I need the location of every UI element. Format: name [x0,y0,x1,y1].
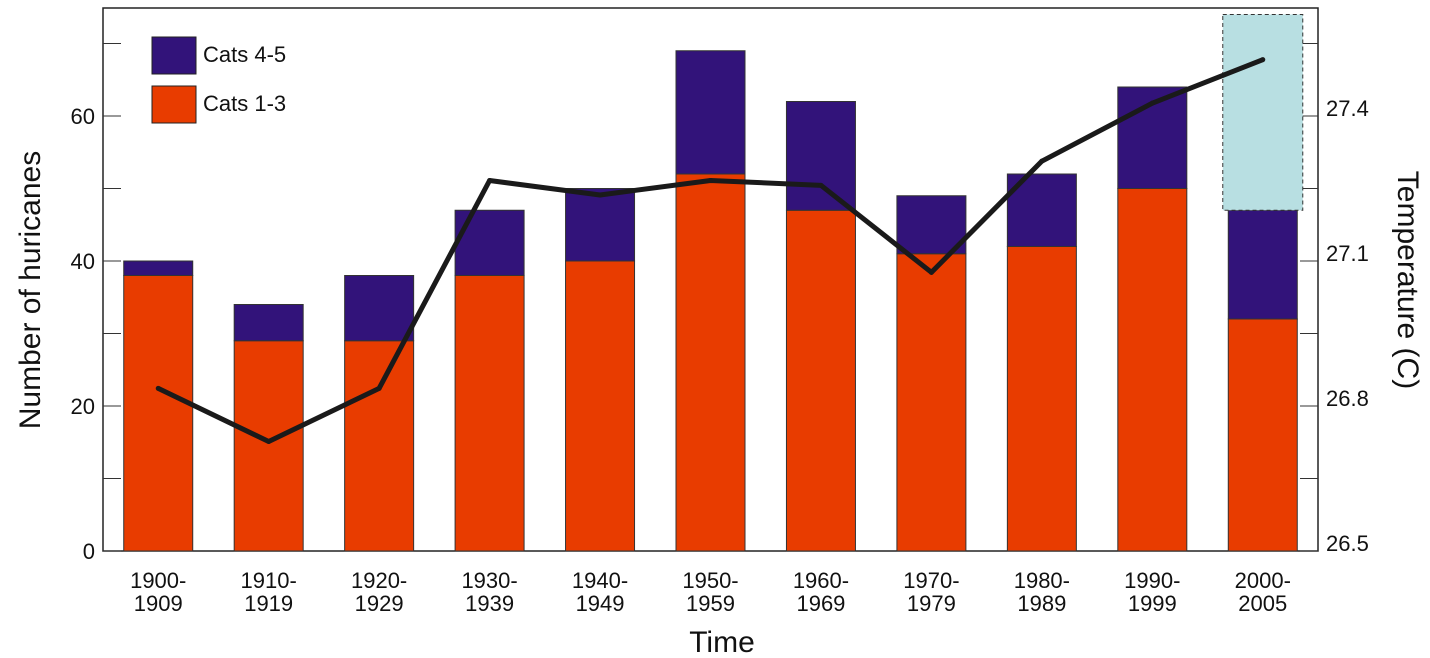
x-tick-label: 1930-1939 [461,568,517,616]
temperature-line-group [155,57,1266,445]
x-axis-title: Time [689,626,755,658]
bar-cats-4-5 [233,304,304,342]
bar-cats-4-5 [675,50,746,175]
y-tick-label: 20 [71,394,95,419]
x-tick-label: 1990-1999 [1124,568,1180,616]
y-axis-left-ticks: 0 20 40 60 [71,104,95,564]
bar-cats-4-5 [454,209,525,276]
bar-cats-1-3 [785,209,856,552]
x-tick-label: 2000-2005 [1235,568,1291,616]
bar-cats-1-3 [123,275,194,552]
y-axis-title: Number of huricanes [14,151,47,429]
x-tick-label: 1940-1949 [572,568,628,616]
temperature-point [1260,57,1266,63]
x-tick-label: 1950-1959 [682,568,738,616]
projection-box [1222,14,1304,211]
y2-axis-title: Temperature (C) [1391,171,1424,389]
bar-cats-4-5 [785,101,856,211]
x-tick-label: 1900-1909 [130,568,186,616]
bar-cats-1-3 [1006,246,1077,552]
bar-cats-1-3 [1117,188,1188,552]
x-tick-label: 1970-1979 [903,568,959,616]
legend-swatch-cats-1-3 [151,85,197,124]
y-tick-label: 40 [71,249,95,274]
legend-swatch-cats-4-5 [151,36,197,75]
legend-label-cats-4-5: Cats 4-5 [203,42,286,67]
bar-cats-4-5 [123,260,194,276]
temperature-point [155,385,161,391]
bar-cats-4-5 [896,195,967,255]
bar-cats-1-3 [1227,318,1298,552]
bar-cats-1-3 [565,260,636,552]
bar-cats-1-3 [896,253,967,552]
y2-tick-label: 26.8 [1326,386,1369,411]
bar-cats-4-5 [1227,209,1298,320]
temperature-point [818,182,824,188]
x-tick-label: 1910-1919 [241,568,297,616]
x-tick-label: 1980-1989 [1014,568,1070,616]
bar-cats-1-3 [675,173,746,552]
temperature-point [1149,100,1155,106]
bar-cats-1-3 [233,340,304,552]
y-tick-label: 0 [83,539,95,564]
x-axis-ticks: 1900-1909 1910-1919 1920-1929 1930-1939 1940… [130,568,1291,616]
y2-tick-label: 27.4 [1326,96,1369,121]
bar-cats-1-3 [344,340,415,552]
temperature-point [1039,158,1045,164]
temperature-point [597,192,603,198]
temperature-point [708,178,713,184]
temperature-point [376,385,382,391]
y2-tick-label: 26.5 [1326,531,1369,556]
legend-label-cats-1-3: Cats 1-3 [203,91,286,116]
temperature-point [487,178,493,184]
bar-cats-1-3 [454,275,525,552]
bars-group [123,14,1304,552]
temperature-point [928,269,934,275]
x-tick-label: 1920-1929 [351,568,407,616]
y-tick-label: 60 [71,104,95,129]
y2-tick-label: 27.1 [1326,241,1369,266]
x-tick-label: 1960-1969 [793,568,849,616]
bar-cats-4-5 [565,188,636,262]
y-axis-right-ticks: 26.5 26.8 27.1 27.4 [1326,96,1369,556]
temperature-point [266,439,272,445]
bar-cats-4-5 [344,275,415,342]
legend: Cats 4-5 Cats 1-3 [151,36,286,124]
